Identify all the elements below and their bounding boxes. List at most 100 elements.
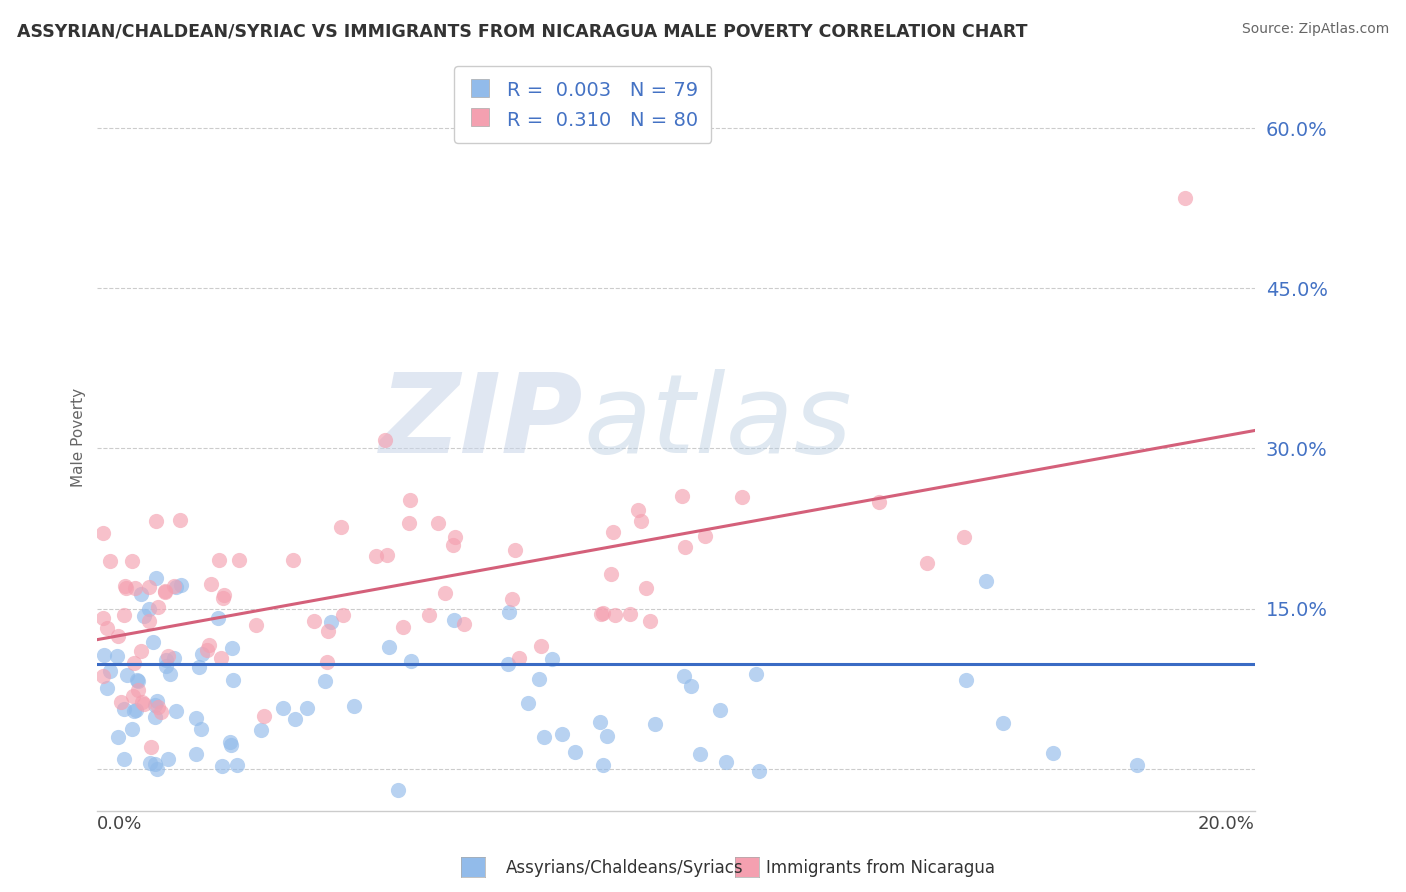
- Point: [596, 730, 619, 744]
- Point: [630, 514, 652, 528]
- Point: [143, 710, 166, 724]
- Point: [271, 700, 294, 714]
- Point: [316, 624, 339, 638]
- Point: [1042, 747, 1064, 761]
- Point: [375, 548, 398, 562]
- Point: [131, 695, 153, 709]
- Point: [121, 690, 143, 704]
- Point: [673, 669, 696, 683]
- Point: [91, 526, 114, 541]
- Point: [165, 704, 187, 718]
- Point: [197, 639, 219, 653]
- Point: [91, 611, 114, 625]
- Point: [143, 757, 166, 772]
- Point: [319, 615, 342, 629]
- Point: [638, 615, 661, 629]
- Point: [1174, 190, 1197, 204]
- Point: [139, 740, 162, 755]
- Point: [110, 695, 132, 709]
- Point: [314, 674, 336, 689]
- Point: [208, 552, 231, 566]
- Point: [501, 591, 523, 606]
- Point: [143, 698, 166, 713]
- Point: [541, 652, 564, 666]
- Point: [142, 635, 165, 649]
- Point: [107, 730, 129, 744]
- Point: [184, 711, 207, 725]
- Point: [222, 673, 245, 687]
- Point: [517, 696, 540, 710]
- Point: [955, 673, 977, 687]
- Point: [112, 607, 135, 622]
- Point: [207, 611, 229, 625]
- Point: [146, 700, 169, 714]
- Point: [211, 759, 233, 773]
- Point: [917, 556, 939, 570]
- Point: [127, 683, 149, 698]
- Point: [689, 747, 711, 762]
- Point: [283, 712, 305, 726]
- Point: [302, 614, 325, 628]
- Point: [245, 618, 267, 632]
- Point: [295, 701, 318, 715]
- Point: [155, 585, 177, 599]
- Point: [332, 607, 354, 622]
- Point: [444, 530, 467, 544]
- Point: [122, 656, 145, 670]
- Point: [693, 528, 716, 542]
- Text: 20.0%: 20.0%: [1198, 814, 1254, 832]
- Point: [138, 614, 160, 628]
- Point: [627, 502, 650, 516]
- Y-axis label: Male Poverty: Male Poverty: [72, 388, 86, 487]
- Point: [155, 652, 177, 666]
- Point: [364, 549, 387, 564]
- Point: [145, 571, 167, 585]
- Point: [114, 579, 136, 593]
- Point: [200, 577, 222, 591]
- Point: [551, 727, 574, 741]
- Point: [98, 553, 121, 567]
- Point: [387, 783, 409, 797]
- Point: [93, 648, 115, 663]
- Point: [134, 698, 156, 712]
- Point: [592, 758, 614, 772]
- Point: [107, 629, 129, 643]
- Text: ASSYRIAN/CHALDEAN/SYRIAC VS IMMIGRANTS FROM NICARAGUA MALE POVERTY CORRELATION C: ASSYRIAN/CHALDEAN/SYRIAC VS IMMIGRANTS F…: [17, 22, 1028, 40]
- Point: [146, 600, 169, 615]
- Point: [195, 643, 218, 657]
- Point: [343, 698, 366, 713]
- Point: [156, 648, 179, 663]
- Point: [453, 616, 475, 631]
- Point: [527, 672, 550, 686]
- Point: [163, 651, 186, 665]
- Point: [250, 723, 273, 738]
- Point: [139, 756, 162, 771]
- Point: [145, 514, 167, 528]
- Point: [112, 702, 135, 716]
- Point: [952, 531, 974, 545]
- Point: [191, 647, 214, 661]
- Point: [129, 587, 152, 601]
- Point: [974, 574, 997, 588]
- Point: [433, 586, 456, 600]
- Point: [602, 525, 624, 540]
- Point: [121, 723, 143, 737]
- Point: [315, 656, 337, 670]
- Point: [283, 552, 305, 566]
- Point: [107, 648, 129, 663]
- Point: [991, 716, 1014, 731]
- Point: [129, 644, 152, 658]
- Point: [252, 709, 274, 723]
- Text: atlas: atlas: [583, 369, 852, 476]
- Point: [228, 552, 250, 566]
- Point: [681, 678, 703, 692]
- Point: [619, 607, 641, 621]
- Point: [868, 495, 890, 509]
- Point: [530, 639, 553, 653]
- Point: [125, 702, 148, 716]
- Point: [114, 582, 136, 596]
- Point: [212, 588, 235, 602]
- Point: [159, 667, 181, 681]
- Text: Immigrants from Nicaragua: Immigrants from Nicaragua: [766, 859, 995, 877]
- Point: [188, 660, 211, 674]
